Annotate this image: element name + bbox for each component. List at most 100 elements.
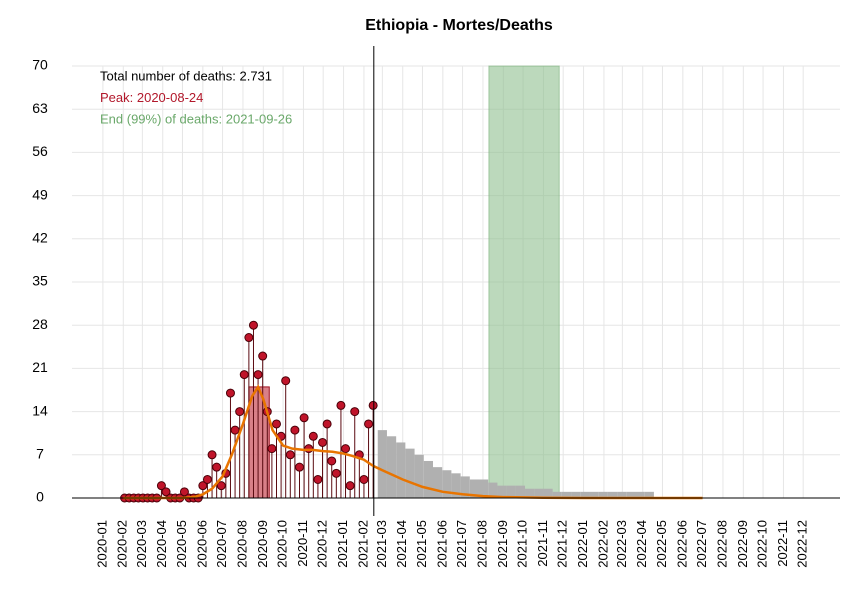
death-point	[308, 431, 318, 441]
x-tick-label: 2022-01	[575, 520, 590, 568]
y-tick-label: 70	[32, 57, 48, 73]
x-tick-label: 2022-08	[714, 520, 729, 568]
fitted-curve	[123, 384, 703, 500]
x-tick-label: 2020-06	[194, 520, 209, 568]
death-point	[327, 456, 337, 466]
death-point	[318, 437, 328, 447]
projection-bar	[506, 485, 516, 498]
x-tick-label: 2021-07	[454, 520, 469, 568]
x-tick-label: 2022-12	[795, 520, 810, 568]
projection-bar	[414, 454, 424, 498]
x-tick-label: 2022-04	[634, 520, 649, 568]
projection-bar	[589, 491, 599, 498]
death-point	[322, 419, 332, 429]
death-point	[341, 444, 351, 454]
x-tick-label: 2020-10	[275, 520, 290, 568]
annotation: Peak: 2020-08-24	[100, 90, 203, 105]
x-tick-label: 2021-02	[355, 520, 370, 568]
projection-bar	[396, 442, 406, 498]
x-tick-label: 2022-07	[694, 520, 709, 568]
projection-bar	[515, 485, 526, 498]
death-point	[336, 400, 346, 410]
x-tick-label: 2022-06	[674, 520, 689, 568]
death-point	[345, 481, 355, 491]
projection-bar	[543, 488, 553, 498]
projection-bar	[644, 491, 654, 498]
projection-bar	[442, 470, 452, 498]
x-tick-label: 2022-09	[735, 520, 750, 568]
projection-bar	[377, 430, 387, 498]
x-tick-label: 2020-11	[295, 520, 310, 567]
y-tick-label: 63	[32, 100, 48, 116]
y-tick-label: 28	[32, 316, 48, 332]
death-point	[212, 462, 222, 472]
x-tick-label: 2020-05	[174, 520, 189, 568]
projection-bar	[386, 436, 397, 498]
projection-bar	[479, 479, 489, 498]
x-tick-label: 2020-01	[94, 520, 109, 568]
death-point	[230, 425, 240, 435]
x-tick-label: 2021-12	[555, 520, 570, 568]
death-point	[364, 419, 374, 429]
projection-bar	[525, 488, 535, 498]
x-tick-label: 2022-11	[775, 520, 790, 567]
death-point	[248, 320, 258, 330]
x-tick-label: 2020-08	[234, 520, 249, 568]
death-point	[239, 370, 249, 380]
y-tick-label: 7	[36, 446, 44, 462]
y-tick-label: 49	[32, 186, 48, 202]
death-point	[156, 481, 166, 491]
death-point	[207, 450, 217, 460]
x-tick-label: 2020-12	[315, 520, 330, 568]
death-point	[267, 444, 277, 454]
death-point	[258, 351, 268, 361]
x-tick-label: 2022-02	[595, 520, 610, 568]
death-point	[161, 487, 171, 497]
projection-bar	[460, 476, 470, 498]
projection-bar	[607, 491, 618, 498]
x-tick-label: 2021-11	[535, 520, 550, 567]
projection-bar	[451, 473, 461, 498]
y-tick-label: 56	[32, 143, 48, 159]
x-tick-label: 2022-05	[654, 520, 669, 568]
x-tick-label: 2022-10	[755, 520, 770, 568]
x-tick-label: 2020-03	[134, 520, 149, 568]
x-tick-label: 2021-10	[515, 520, 530, 568]
projection-bar	[626, 491, 636, 498]
projection-bar	[469, 479, 480, 498]
projection-bar	[497, 485, 507, 498]
x-tick-label: 2022-03	[614, 520, 629, 568]
y-tick-label: 14	[32, 402, 48, 418]
chart-title: Ethiopia - Mortes/Deaths	[365, 17, 553, 34]
x-tick-label: 2020-09	[255, 520, 270, 568]
x-tick-label: 2020-02	[115, 520, 130, 568]
x-tick-label: 2020-04	[154, 520, 169, 568]
projection-bar	[598, 491, 608, 498]
death-point	[368, 400, 378, 410]
death-point	[299, 413, 309, 423]
death-point	[290, 425, 300, 435]
death-point	[216, 481, 226, 491]
projection-bar	[635, 491, 645, 498]
projection-bar	[561, 491, 572, 498]
x-tick-label: 2021-06	[434, 520, 449, 568]
projection-bar	[617, 491, 627, 498]
projection-bar	[405, 448, 415, 498]
death-point	[202, 474, 212, 484]
y-tick-label: 35	[32, 273, 48, 289]
projection-bar	[423, 460, 433, 498]
x-tick-label: 2021-01	[335, 520, 350, 568]
death-point	[313, 474, 323, 484]
annotation: End (99%) of deaths: 2021-09-26	[100, 111, 292, 126]
death-point	[285, 450, 295, 460]
death-point	[350, 407, 360, 417]
annotation: Total number of deaths: 2.731	[100, 68, 272, 83]
death-point	[225, 388, 235, 398]
x-tick-label: 2021-09	[495, 520, 510, 568]
y-tick-label: 21	[32, 359, 48, 375]
x-tick-label: 2020-07	[214, 520, 229, 568]
x-tick-label: 2021-04	[394, 520, 409, 568]
x-tick-label: 2021-05	[414, 520, 429, 568]
peak-band	[248, 386, 270, 499]
